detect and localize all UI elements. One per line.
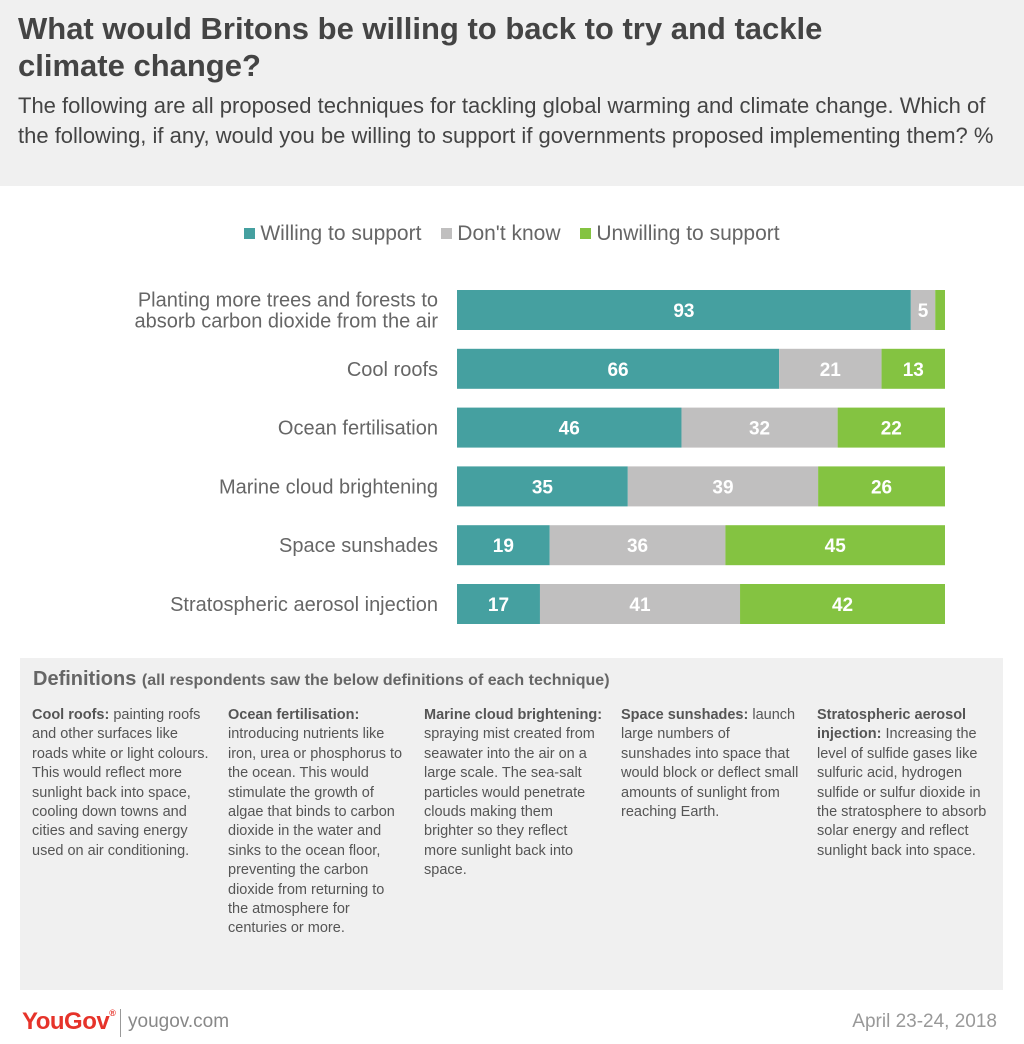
bar-value-label: 21 (820, 360, 842, 381)
legend-swatch-dont-know (441, 228, 453, 239)
definition-stratospheric-aerosol-injection: Stratospheric aerosol injection: Increas… (817, 706, 997, 861)
definition-space-sunshades: Space sunshades: launch large numbers of… (621, 706, 801, 822)
bar-value-label: 26 (871, 477, 892, 498)
category-label: Planting more trees and forests to (138, 290, 438, 312)
bar-segment-willing (457, 466, 628, 507)
bar-segment-willing (457, 407, 682, 448)
definition-term: Space sunshades: (621, 707, 749, 723)
bar-segment-dont-know (539, 584, 741, 624)
chart-title: What would Britons be willing to back to… (18, 11, 823, 83)
definition-cool-roofs: Cool roofs: painting roofs and other sur… (32, 706, 212, 861)
category-label: Stratospheric aerosol injection (170, 594, 438, 616)
bar-segment-dont-know (779, 348, 882, 389)
bar-value-label: 5 (918, 301, 929, 322)
bar-value-label: 93 (673, 301, 694, 322)
legend: Willing to support Don't know Unwilling … (0, 222, 1024, 246)
bar-segment-willing (457, 290, 911, 330)
legend-item-willing: Willing to support (244, 222, 421, 246)
category-label: Marine cloud brightening (219, 476, 438, 498)
legend-swatch-unwilling (580, 228, 592, 239)
bar-value-label: 32 (749, 419, 770, 440)
definition-text: launch large numbers of sunshades into s… (621, 707, 799, 821)
definition-term: Marine cloud brightening: (424, 707, 603, 723)
definition-term: Cool roofs: (32, 707, 110, 723)
bar-value-label: 39 (712, 477, 733, 498)
category-label: absorb carbon dioxide from the air (135, 311, 439, 333)
definition-text: Increasing the level of sulfide gases li… (817, 726, 987, 859)
logo-mark: ® (109, 1008, 116, 1018)
bar-value-label: 46 (559, 419, 580, 440)
bar-segment-willing (457, 348, 780, 389)
stacked-bar-chart: Planting more trees and forests toabsorb… (135, 290, 945, 624)
header-panel: What would Britons be willing to back to… (0, 0, 1024, 186)
category-label: Space sunshades (279, 535, 438, 557)
bar-segment-unwilling (740, 584, 945, 624)
bar-segment-dont-know (549, 525, 726, 566)
definition-ocean-fertilisation: Ocean fertilisation: introducing nutrien… (228, 706, 408, 939)
bar-segment-dont-know (681, 407, 838, 448)
legend-item-dont-know: Don't know (441, 222, 561, 246)
bar-value-label: 22 (881, 419, 902, 440)
bar-value-label: 13 (903, 360, 924, 381)
bar-value-label: 17 (488, 595, 509, 616)
legend-label-willing: Willing to support (260, 222, 422, 245)
bar-segment-unwilling (837, 407, 945, 448)
bar-value-label: 42 (832, 595, 853, 616)
category-label: Cool roofs (347, 359, 438, 381)
definitions-panel: Definitions (all respondents saw the bel… (20, 658, 1003, 990)
definition-text: painting roofs and other surfaces like r… (32, 707, 209, 859)
bar-value-label: 66 (607, 360, 628, 381)
legend-swatch-willing (244, 228, 256, 239)
definition-text: spraying mist created from seawater into… (424, 726, 595, 879)
legend-label-unwilling: Unwilling to support (596, 222, 780, 245)
chart-subtitle: The following are all proposed technique… (18, 93, 994, 148)
definitions-title: Definitions (33, 668, 137, 690)
definition-term: Ocean fertilisation: (228, 707, 360, 723)
bar-value-label: 35 (532, 477, 554, 498)
bar-segment-unwilling (881, 348, 945, 389)
bar-value-label: 41 (629, 595, 651, 616)
bar-segment-dont-know (627, 466, 819, 507)
bar-value-label: 19 (493, 536, 514, 557)
legend-label-dont-know: Don't know (457, 222, 561, 245)
bar-value-label: 36 (627, 536, 648, 557)
definitions-subtitle: (all respondents saw the below definitio… (141, 672, 610, 689)
yougov-logo: YouGov® (22, 1008, 116, 1036)
definition-term: Stratospheric aerosol injection: (817, 707, 967, 743)
bar-segment-unwilling (725, 525, 945, 566)
category-label: Ocean fertilisation (278, 418, 438, 440)
bar-segment-dont-know (910, 290, 936, 330)
definitions-heading: Definitions (all respondents saw the bel… (33, 668, 610, 691)
footer-date: April 23-24, 2018 (852, 1011, 997, 1032)
bar-segment-willing (457, 584, 540, 624)
footer-url: yougov.com (128, 1011, 230, 1032)
definition-text: introducing nutrients like iron, urea or… (228, 726, 403, 937)
bar-segment-willing (457, 525, 550, 566)
bar-segment-unwilling (935, 290, 945, 330)
bar-segment-unwilling (818, 466, 945, 507)
definition-marine-cloud-brightening: Marine cloud brightening: spraying mist … (424, 706, 604, 881)
logo-text: YouGov (22, 1008, 110, 1035)
bar-value-label: 45 (825, 536, 847, 557)
legend-item-unwilling: Unwilling to support (580, 222, 780, 246)
footer-divider (120, 1009, 121, 1037)
